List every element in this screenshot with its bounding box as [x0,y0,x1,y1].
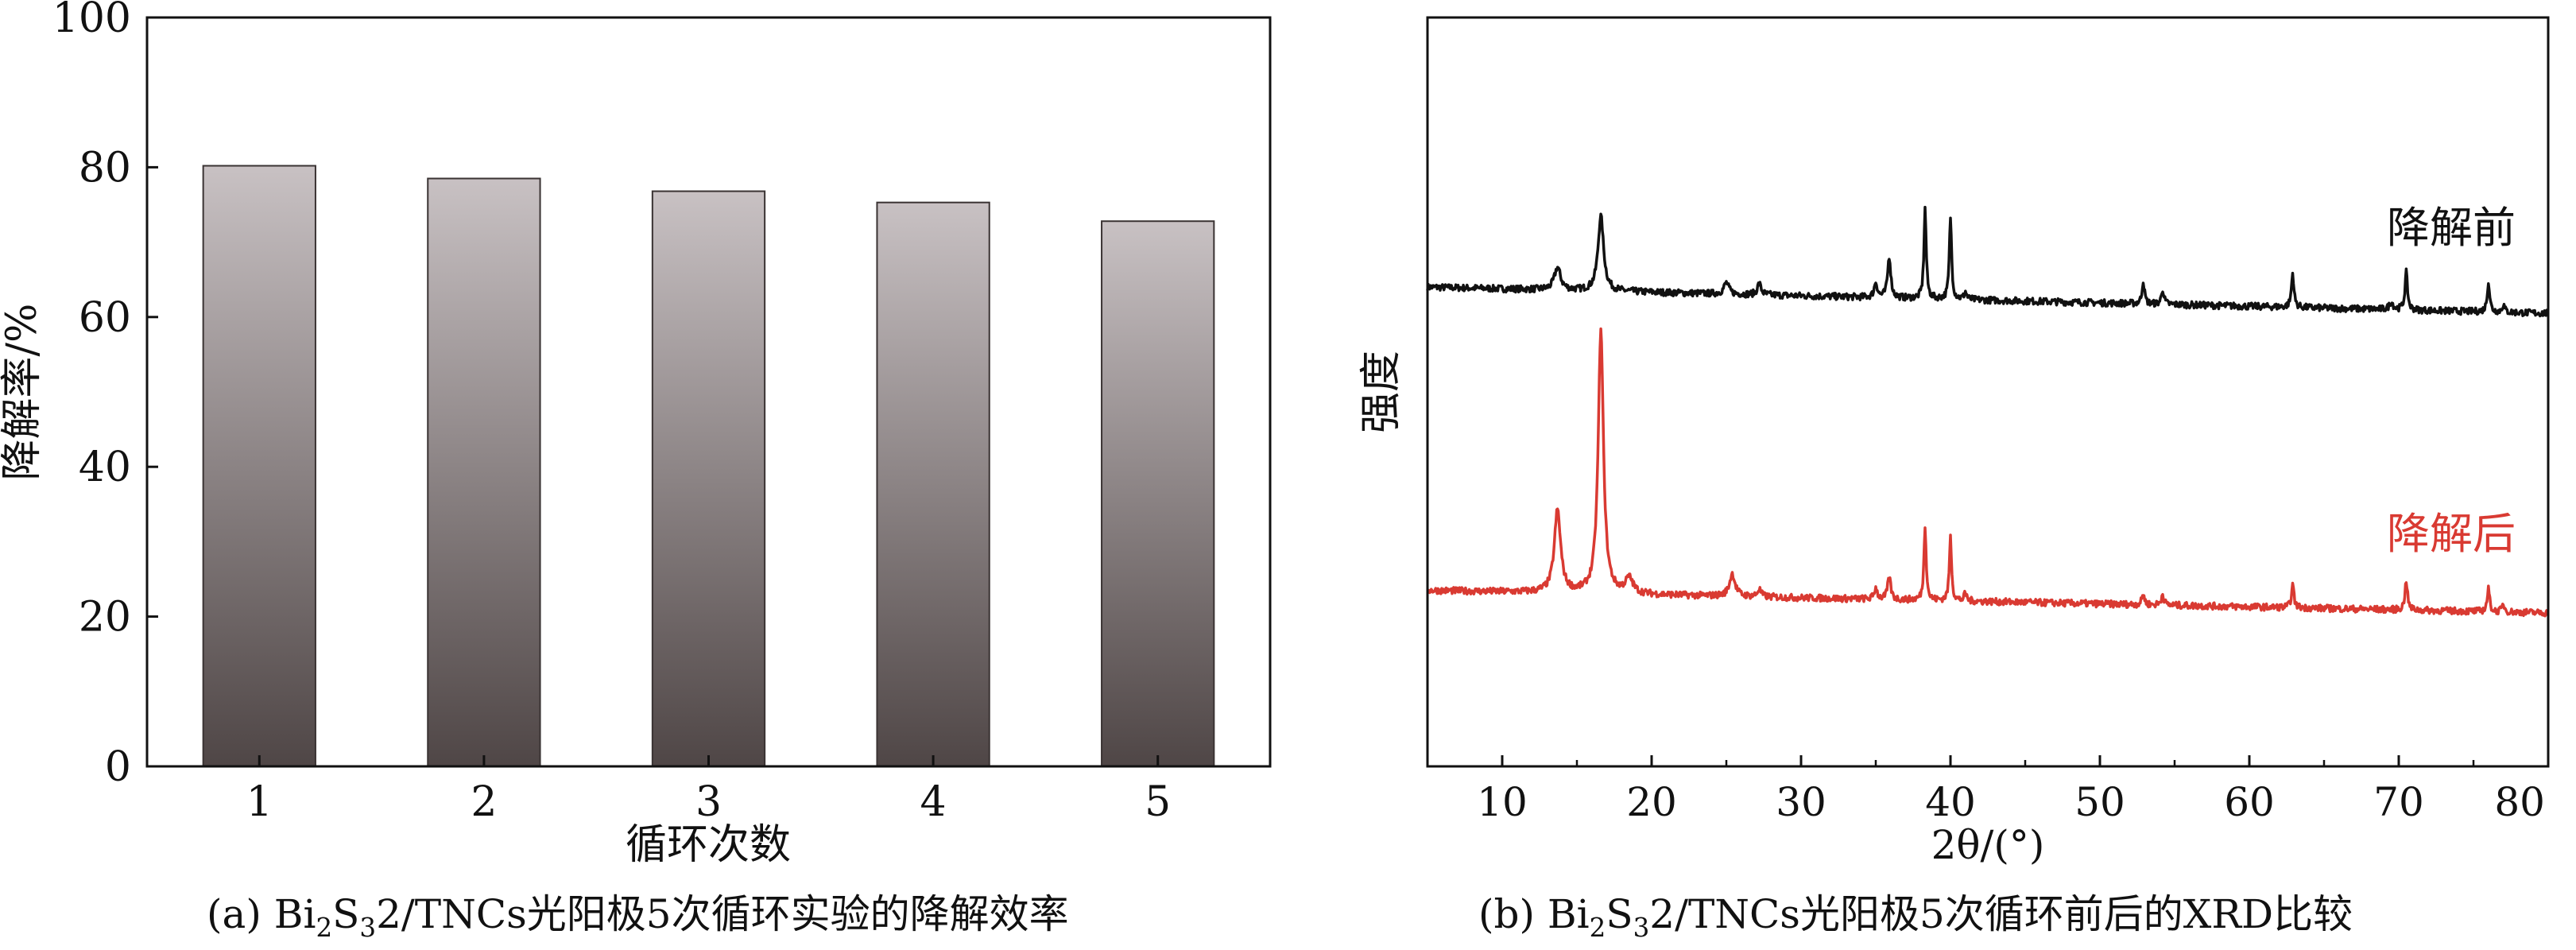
x-tick-label: 40 [1925,779,1976,825]
y-axis: 0 20 40 60 80 100 [52,0,158,791]
x-tick-label: 50 [2074,779,2125,825]
bar [651,190,766,767]
caption-a-sub-1: 2 [316,913,333,943]
y-tick-label: 0 [105,743,131,791]
x-tick-label: 80 [2494,779,2545,825]
x-axis-label: 2θ/(°) [1931,822,2045,868]
y-tick-label: 100 [52,0,131,42]
y-tick-label: 40 [79,444,131,491]
xrd-trace-before [1426,205,2549,318]
caption-b-part-3: 2/TNCs光阳极5次循环前后的XRD比较 [1649,891,2353,937]
series-label: 降解前 [2387,203,2516,253]
series-label: 降解后 [2387,509,2516,559]
plot-frame [1426,16,2550,768]
caption-a-part-1: (a) Bi [207,891,316,937]
x-tick-label: 20 [1626,779,1677,825]
x-tick-label: 2 [471,778,497,826]
x-axis-label: 循环次数 [626,821,791,869]
x-tick-label: 10 [1477,779,1528,825]
y-axis-label: 强度 [1358,351,1405,433]
caption-a: (a) Bi2S32/TNCs光阳极5次循环实验的降解效率 [207,882,1240,943]
x-axis: 1 2 3 4 5 [246,755,1171,826]
caption-b-part-1: (b) Bi [1478,891,1590,937]
x-tick-label: 3 [695,778,722,826]
x-tick-label: 1 [246,778,273,826]
bar-chart-panel: 0 20 40 60 80 100 1 2 3 4 5 循环次数 降解率/% [0,0,1272,869]
x-axis: 10 20 30 40 50 60 70 80 [1477,755,2550,825]
caption-b-sub-2: 3 [1633,913,1650,943]
y-axis-label: 降解率/% [0,304,46,481]
x-tick-label: 4 [920,778,947,826]
x-tick-label: 60 [2224,779,2275,825]
caption-a-part-3: 2/TNCs光阳极5次循环实验的降解效率 [376,891,1069,937]
caption-a-part-2: S [332,891,360,937]
bar [876,201,990,767]
caption-b-part-2: S [1606,891,1633,937]
bar [427,177,541,767]
caption-b: (b) Bi2S32/TNCs光阳极5次循环前后的XRD比较 [1478,882,2512,943]
xrd-trace-after [1426,327,2550,618]
x-tick-label: 30 [1776,779,1826,825]
x-tick-label: 70 [2373,779,2424,825]
bar [1101,220,1215,767]
caption-a-sub-2: 3 [359,913,377,943]
xrd-traces [1426,205,2550,618]
y-tick-label: 20 [79,594,131,642]
caption-b-sub-1: 2 [1589,913,1606,943]
y-tick-label: 60 [79,294,131,342]
y-tick-label: 80 [79,144,131,192]
bars [202,165,1215,768]
bar [202,165,316,768]
x-tick-label: 5 [1145,778,1171,826]
